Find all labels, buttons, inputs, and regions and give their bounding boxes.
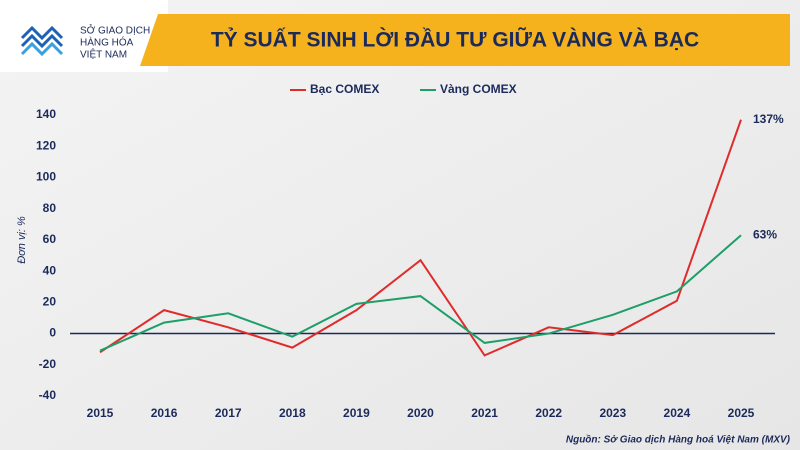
y-tick-label: 120 [36,138,56,152]
title-banner [140,14,790,66]
logo-text: SỞ GIAO DỊCH [80,24,150,37]
y-tick-label: 0 [49,326,56,340]
y-tick-label: 20 [43,295,57,309]
legend-label: Vàng COMEX [440,82,517,96]
y-tick-label: 140 [36,107,56,121]
x-tick-label: 2016 [151,406,178,420]
x-tick-label: 2024 [664,406,691,420]
x-tick-label: 2021 [471,406,498,420]
logo-text: VIỆT NAM [80,48,127,61]
legend-label: Bạc COMEX [310,82,379,96]
logo-text: HÀNG HÓA [80,36,134,49]
logo-box [0,0,168,72]
chart-title: TỶ SUẤT SINH LỜI ĐẦU TƯ GIỮA VÀNG VÀ BẠC [211,28,699,52]
x-tick-label: 2022 [535,406,562,420]
y-tick-label: 80 [43,201,57,215]
y-tick-label: -20 [39,357,57,371]
x-tick-label: 2025 [728,406,755,420]
source: Nguồn: Sở Giao dịch Hàng hoá Việt Nam (M… [566,434,791,446]
logo-icon [20,25,64,57]
series-line [99,234,742,352]
data-label: 63% [753,227,777,241]
y-tick-label: 100 [36,170,56,184]
series-line [99,119,742,357]
y-axis-label: Đơn vị: % [16,216,28,264]
x-tick-label: 2017 [215,406,242,420]
y-tick-label: 60 [43,232,57,246]
x-tick-label: 2015 [87,406,114,420]
y-tick-label: 40 [43,263,57,277]
x-tick-label: 2018 [279,406,306,420]
x-tick-label: 2020 [407,406,434,420]
y-tick-label: -40 [39,388,57,402]
data-label: 137% [753,112,784,126]
x-tick-label: 2023 [599,406,626,420]
x-tick-label: 2019 [343,406,370,420]
